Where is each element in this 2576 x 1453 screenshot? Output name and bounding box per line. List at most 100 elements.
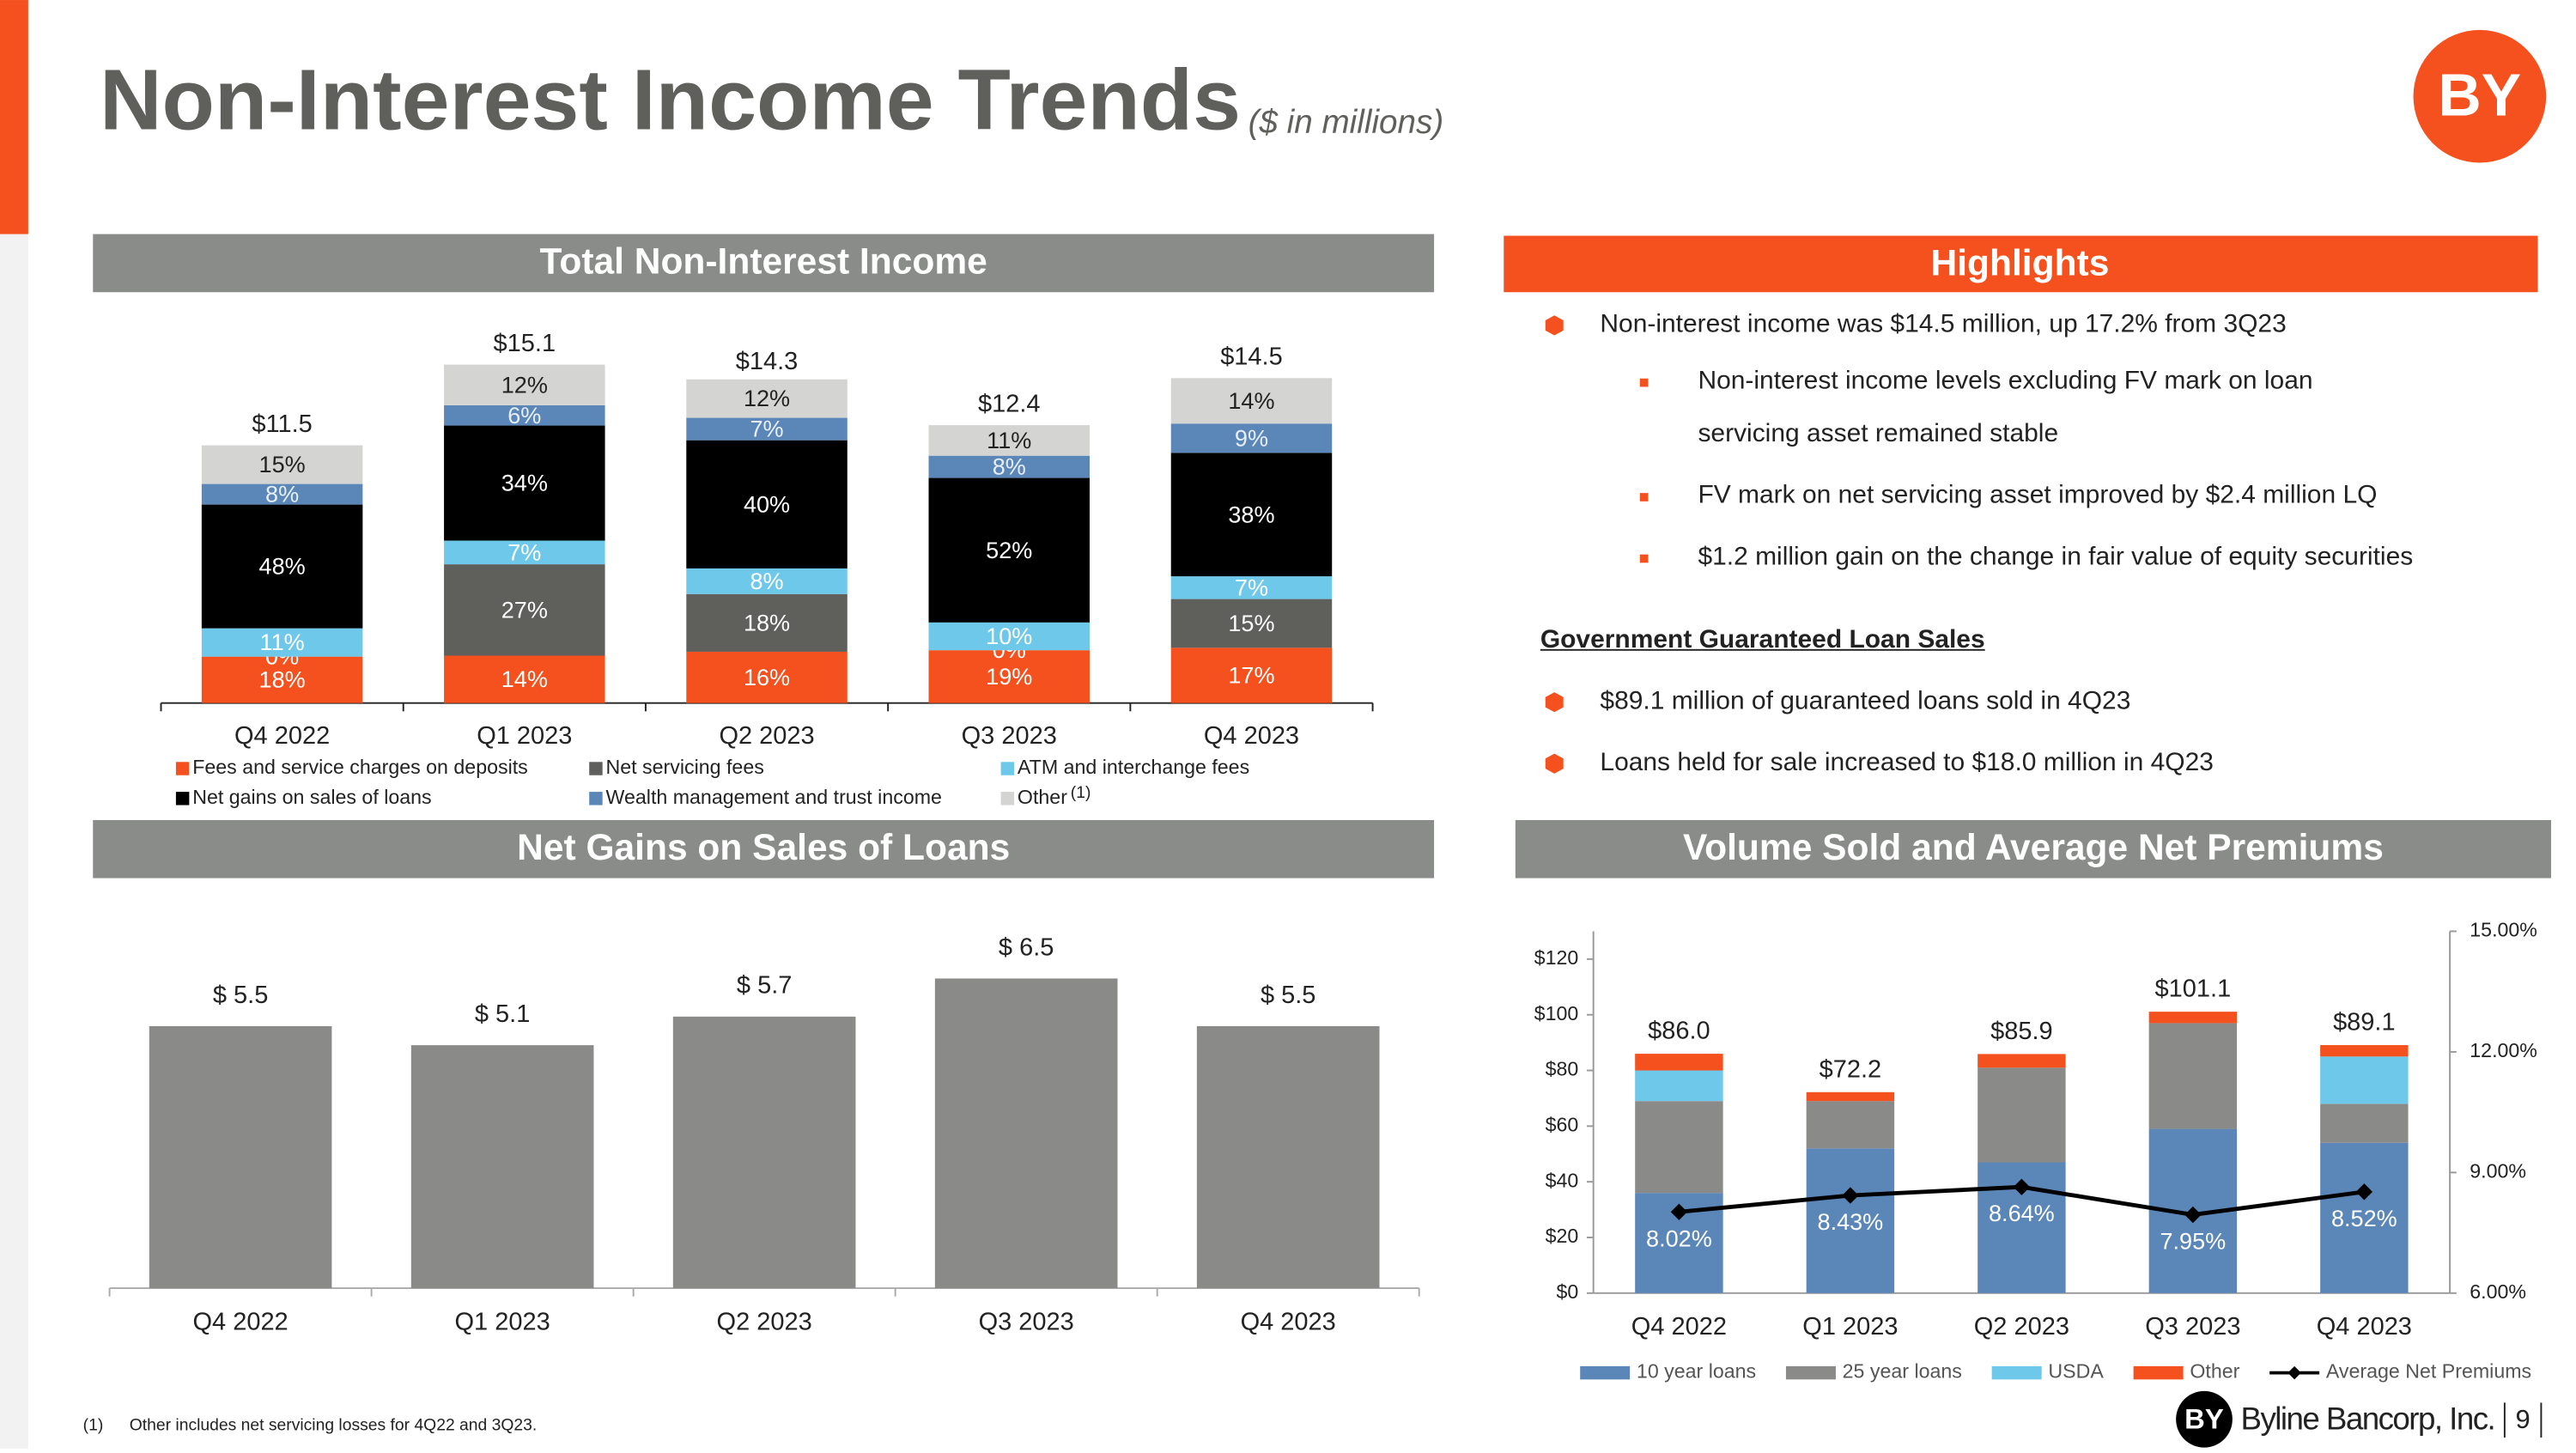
bar-segment <box>686 440 848 568</box>
x-tick-label: Q1 2023 <box>1802 1313 1898 1341</box>
footer-logo-text: BY <box>2184 1402 2224 1434</box>
data-label: 7% <box>1235 575 1268 600</box>
bar-segment <box>201 483 363 505</box>
data-label: 19% <box>986 664 1032 690</box>
section-header <box>1515 819 2552 878</box>
bar-segment <box>1170 378 1333 424</box>
legend-swatch <box>175 762 190 775</box>
legend-label: Net gains on sales of loans <box>192 786 431 808</box>
bar-segment <box>201 656 363 703</box>
x-tick-label: Q1 2023 <box>477 722 572 750</box>
bar-segment <box>686 593 848 652</box>
x-tick-label: Q3 2023 <box>962 722 1057 750</box>
bar-segment <box>2320 1142 2409 1293</box>
bar <box>934 978 1118 1289</box>
data-label: 12% <box>501 372 548 398</box>
bar-segment <box>686 379 848 418</box>
bullet: Loans held for sale increased to $18.0 m… <box>1527 732 2523 793</box>
legend-swatch <box>1785 1365 1836 1380</box>
data-label: 40% <box>744 491 790 517</box>
chart-title: Total Non-Interest Income <box>540 242 987 283</box>
data-label: 8.52% <box>2331 1206 2397 1231</box>
data-label: 7% <box>750 416 783 442</box>
line-marker <box>2355 1183 2373 1201</box>
bar <box>410 1045 594 1289</box>
bar <box>672 1016 856 1289</box>
data-label: $ 6.5 <box>999 933 1054 961</box>
data-label: 34% <box>501 471 548 496</box>
data-label: 7% <box>507 539 541 565</box>
bar-segment <box>1170 599 1333 648</box>
y2-tick-label: 9.00% <box>2470 1160 2526 1182</box>
bullet-text: Non-interest income was $14.5 million, u… <box>1600 310 2287 339</box>
bar-segment <box>2320 1045 2409 1057</box>
bullet-text: Loans held for sale increased to $18.0 m… <box>1600 748 2214 777</box>
legend-swatch <box>1000 762 1015 775</box>
chart-title: Volume Sold and Average Net Premiums <box>1683 828 2384 868</box>
line-marker <box>2013 1178 2031 1195</box>
total-label: $101.1 <box>2155 976 2232 1003</box>
bar-segment <box>686 568 848 594</box>
section-header <box>93 234 1435 293</box>
total-label: $14.3 <box>736 348 799 375</box>
legend-swatch <box>1991 1365 2042 1380</box>
total-label: $72.2 <box>1820 1055 1882 1083</box>
bar-segment <box>1635 1054 1723 1071</box>
bar-segment <box>201 445 363 484</box>
bar-segment <box>2148 1012 2238 1024</box>
total-label: $14.5 <box>1220 343 1283 371</box>
bar-segment <box>1170 423 1333 453</box>
data-label: 8.02% <box>1646 1225 1712 1251</box>
bar-segment <box>444 404 605 426</box>
bar-segment <box>444 564 605 656</box>
data-label: 9% <box>1235 425 1268 451</box>
data-label: 10% <box>986 623 1032 649</box>
data-label: $ 5.1 <box>475 1000 530 1028</box>
bar-segment <box>1806 1148 1895 1293</box>
legend-label: Wealth management and trust income <box>606 786 942 808</box>
y-tick-label: $80 <box>1546 1058 1579 1080</box>
line-marker <box>2184 1206 2202 1224</box>
legend-swatch <box>589 792 603 806</box>
side-accent <box>0 0 28 234</box>
data-label: 12% <box>744 386 790 411</box>
line-marker <box>1842 1187 1859 1204</box>
legend-swatch <box>175 792 190 806</box>
highlights-box: Non-interest income was $14.5 million, u… <box>1527 294 2523 793</box>
data-label: 18% <box>744 610 790 635</box>
page-title: Non-Interest Income Trends <box>100 52 1241 148</box>
legend-label: ATM and interchange fees <box>1018 756 1249 778</box>
total-label: $89.1 <box>2333 1009 2396 1037</box>
highlights-list: Non-interest income was $14.5 million, u… <box>1527 294 2523 793</box>
bar-segment <box>1806 1101 1895 1149</box>
legend-label: Net servicing fees <box>606 756 764 778</box>
highlights-title: Highlights <box>1931 244 2110 284</box>
bar-segment <box>686 651 848 703</box>
sub-bullet: FV mark on net servicing asset improved … <box>1527 470 2523 523</box>
bar-segment <box>1170 647 1333 703</box>
y2-tick-label: 15.00% <box>2470 919 2537 941</box>
bar <box>1196 1025 1380 1289</box>
bar-segment <box>928 477 1091 623</box>
data-label: 8% <box>993 454 1026 480</box>
footnote-text: Other includes net servicing losses for … <box>130 1417 538 1435</box>
total-label: $15.1 <box>494 330 556 357</box>
legend-marker <box>2287 1365 2301 1380</box>
legend-swatch <box>1000 792 1015 806</box>
data-label: $ 5.7 <box>737 972 792 1000</box>
data-label: 15% <box>259 452 306 477</box>
data-label: 11% <box>987 428 1031 453</box>
footer-logo-circle <box>2176 1390 2233 1448</box>
footer-company: Byline Bancorp, Inc. <box>2241 1401 2495 1436</box>
data-label: 48% <box>259 554 306 580</box>
line-marker <box>1670 1203 1688 1220</box>
x-tick-label: Q2 2023 <box>1974 1313 2069 1341</box>
page-number: 9 <box>2516 1404 2530 1434</box>
legend-label: Average Net Premiums <box>2326 1360 2531 1383</box>
x-tick-label: Q4 2023 <box>2317 1313 2412 1341</box>
bar-segment <box>2148 1023 2238 1129</box>
y-tick-label: $40 <box>1546 1169 1579 1191</box>
data-label: 11% <box>260 629 305 655</box>
bar-segment <box>686 417 848 441</box>
